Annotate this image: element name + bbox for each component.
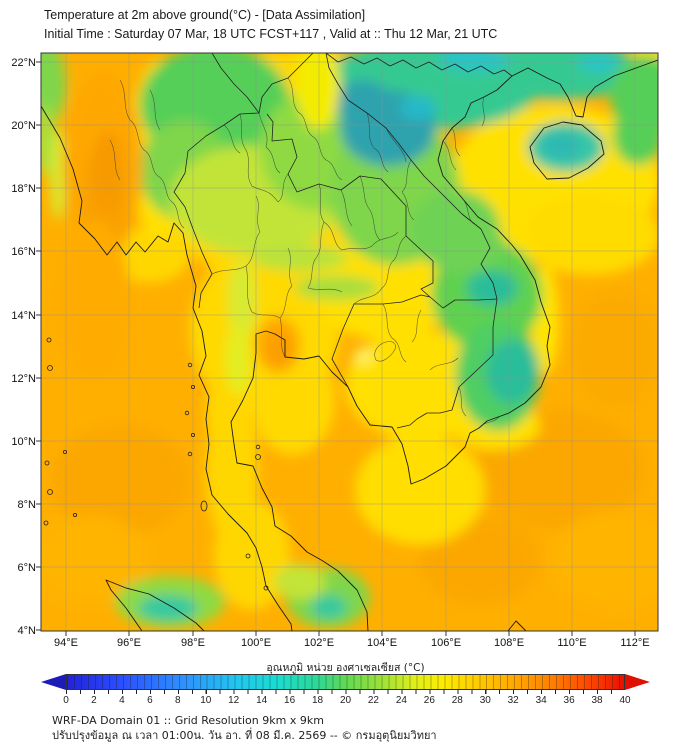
colorbar-gradient bbox=[66, 674, 625, 690]
colorbar-underflow-arrow bbox=[41, 674, 66, 690]
lon-tick-label: 94°E bbox=[54, 637, 78, 649]
colorbar bbox=[41, 674, 650, 690]
lat-tick-label: 8°N bbox=[18, 499, 37, 511]
cb-tick: 16 bbox=[284, 695, 296, 706]
lat-tick-label: 16°N bbox=[11, 246, 36, 258]
lat-tick-label: 12°N bbox=[11, 373, 36, 385]
page-subtitle: Initial Time : Saturday 07 Mar, 18 UTC F… bbox=[44, 27, 498, 41]
page-title: Temperature at 2m above ground(°C) - [Da… bbox=[44, 8, 366, 22]
lat-tick-label: 14°N bbox=[11, 310, 36, 322]
footer-domain-info: WRF-DA Domain 01 :: Grid Resolution 9km … bbox=[52, 714, 324, 727]
map-field bbox=[41, 53, 658, 631]
lon-tick-label: 104°E bbox=[367, 637, 397, 649]
lat-tick-label: 18°N bbox=[11, 183, 36, 195]
lon-tick-label: 98°E bbox=[181, 637, 205, 649]
cb-tick: 20 bbox=[339, 695, 352, 706]
cb-tick: 26 bbox=[423, 695, 435, 706]
cb-tick: 34 bbox=[535, 695, 547, 706]
cb-tick: 40 bbox=[619, 695, 631, 706]
header: Temperature at 2m above ground(°C) - [Da… bbox=[44, 6, 497, 44]
cb-tick: 8 bbox=[175, 695, 181, 706]
lat-tick-label: 22°N bbox=[11, 57, 36, 69]
lat-tick-label: 4°N bbox=[18, 625, 37, 637]
lat-tick-label: 6°N bbox=[18, 562, 37, 574]
cb-tick: 32 bbox=[507, 695, 519, 706]
cb-tick: 4 bbox=[119, 695, 125, 706]
footer: WRF-DA Domain 01 :: Grid Resolution 9km … bbox=[52, 714, 437, 743]
y-axis-labels: 22°N 20°N 18°N 16°N 14°N 12°N 10°N 8°N 6… bbox=[11, 57, 36, 637]
cb-tick: 22 bbox=[367, 695, 379, 706]
lon-tick-label: 102°E bbox=[304, 637, 334, 649]
map-frame bbox=[40, 52, 659, 632]
cb-tick: 30 bbox=[479, 695, 491, 706]
x-axis-labels: 94°E 96°E 98°E 100°E 102°E 104°E 106°E 1… bbox=[54, 637, 650, 649]
graticule bbox=[41, 53, 658, 631]
lat-tick-label: 20°N bbox=[11, 120, 36, 132]
cb-tick: 6 bbox=[147, 695, 153, 706]
lon-tick-label: 112°E bbox=[620, 637, 649, 649]
temperature-shading bbox=[41, 53, 658, 628]
lon-tick-label: 110°E bbox=[557, 637, 586, 649]
cb-tick: 28 bbox=[451, 695, 463, 706]
small-islands bbox=[43, 337, 269, 591]
lat-tick-label: 10°N bbox=[11, 436, 36, 448]
cb-tick: 12 bbox=[228, 695, 240, 706]
lon-tick-label: 96°E bbox=[117, 637, 141, 649]
axis-ticks bbox=[36, 61, 636, 636]
cb-tick: 0 bbox=[63, 695, 69, 706]
cb-tick: 38 bbox=[591, 695, 603, 706]
colorbar-tick-labels: 0 2 4 6 8 10 12 14 16 18 20 22 24 26 28 … bbox=[41, 695, 650, 707]
lon-tick-label: 106°E bbox=[431, 637, 461, 649]
footer-update-info: ปรับปรุงข้อมูล ณ เวลา 01:00น. วัน อา. ที… bbox=[52, 728, 437, 742]
cb-tick: 14 bbox=[256, 695, 268, 706]
colorbar-ticks bbox=[66, 690, 625, 694]
lon-tick-label: 100°E bbox=[241, 637, 271, 649]
colorbar-title: อุณหภูมิ หน่วย องศาเซลเซียส (°C) bbox=[266, 662, 425, 674]
cb-tick: 18 bbox=[311, 695, 324, 706]
cb-tick: 2 bbox=[91, 695, 97, 706]
cb-tick: 36 bbox=[563, 695, 575, 706]
cb-tick: 24 bbox=[395, 695, 407, 706]
colorbar-overflow-arrow bbox=[625, 674, 650, 690]
province-borders bbox=[109, 77, 501, 429]
coastlines bbox=[41, 59, 658, 631]
cb-tick: 10 bbox=[200, 695, 212, 706]
lon-tick-label: 108°E bbox=[494, 637, 524, 649]
